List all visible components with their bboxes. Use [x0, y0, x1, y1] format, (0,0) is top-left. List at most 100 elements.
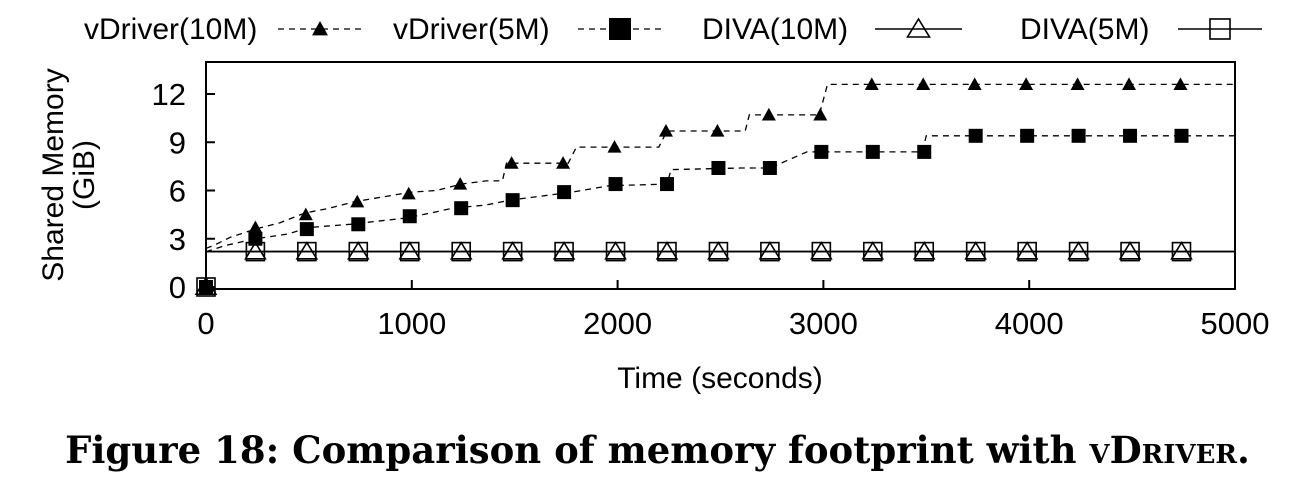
legend-marker-3 — [1209, 18, 1231, 40]
series-1-marker-13 — [865, 144, 880, 159]
series-2-marker-16 — [1015, 241, 1039, 260]
series-2-marker-17 — [1067, 241, 1090, 260]
series-0-marker-17 — [1070, 77, 1085, 90]
series-2-marker-19 — [1170, 241, 1193, 260]
legend-marker-2 — [906, 17, 931, 38]
series-1-marker-5 — [454, 201, 469, 216]
y-axis-title-line2: (GiB) — [68, 140, 101, 210]
figure-caption-system-name: vDriver — [1089, 428, 1238, 472]
y-axis-title-line1: Shared Memory — [37, 68, 70, 281]
legend-marker-1 — [609, 18, 631, 40]
series-1-marker-17 — [1071, 128, 1086, 143]
series-0-marker-7 — [556, 156, 571, 169]
series-3-marker-4 — [399, 241, 420, 262]
series-0-marker-16 — [1019, 77, 1034, 90]
series-1-marker-10 — [711, 160, 726, 175]
series-1-marker-12 — [814, 144, 829, 159]
series-2-marker-7 — [552, 241, 576, 260]
series-0-marker-10 — [710, 123, 725, 137]
series-line-0 — [205, 83, 1235, 250]
series-3-marker-11 — [760, 241, 780, 262]
y-tick-label-2: 6 — [169, 174, 186, 209]
y-tick-label-3: 9 — [169, 125, 186, 160]
series-1-marker-2 — [299, 222, 314, 237]
series-2-marker-8 — [604, 241, 627, 260]
series-2-marker-14 — [912, 241, 936, 260]
x-axis-ticks: 0 1000 2000 3000 4000 5000 — [197, 280, 1269, 341]
series-0-marker-13 — [864, 77, 879, 90]
series-1-marker-6 — [505, 193, 520, 208]
series-line-1 — [205, 135, 1235, 253]
x-tick-label-3: 3000 — [789, 306, 858, 341]
legend-label-2: DIVA(10M) — [702, 13, 848, 46]
series-1-marker-14 — [917, 144, 932, 159]
plot-area-frame — [205, 61, 1236, 290]
series-2-marker-9 — [655, 241, 679, 260]
series-0-marker-3 — [350, 194, 365, 208]
series-markers — [194, 77, 1193, 297]
series-1-marker-7 — [557, 185, 572, 200]
y-tick-label-4: 12 — [152, 77, 186, 112]
series-1-marker-11 — [762, 160, 777, 175]
series-0-marker-11 — [761, 107, 776, 121]
series-3-marker-17 — [1068, 241, 1089, 262]
series-0-marker-1 — [248, 220, 263, 234]
series-3-marker-15 — [965, 241, 986, 262]
series-1-marker-4 — [402, 209, 417, 224]
series-3-marker-5 — [451, 241, 471, 262]
series-1-marker-3 — [351, 217, 366, 232]
series-1-marker-9 — [659, 177, 674, 192]
series-3-marker-16 — [1017, 241, 1037, 262]
y-tick-label-0: 0 — [169, 270, 186, 305]
series-2-marker-12 — [810, 241, 833, 260]
memory-footprint-chart: vDriver(10M) vDriver(5M) DIVA(10M) DIVA(5M)… — [37, 13, 1269, 395]
series-2-marker-4 — [398, 241, 422, 260]
series-1-marker-1 — [248, 231, 263, 246]
series-0-marker-5 — [453, 177, 468, 190]
series-line-2 — [205, 250, 1235, 287]
series-3-marker-2 — [297, 241, 317, 262]
chart-legend: vDriver(10M) vDriver(5M) DIVA(10M) DIVA(5M) — [84, 13, 1262, 46]
series-0-marker-18 — [1122, 77, 1137, 90]
series-2-marker-11 — [758, 241, 782, 260]
figure-caption-label: Figure 18: — [65, 428, 280, 472]
series-1-marker-19 — [1174, 128, 1189, 143]
x-tick-label-2: 2000 — [583, 306, 652, 341]
series-0-marker-9 — [658, 123, 673, 137]
x-tick-label-0: 0 — [197, 306, 214, 341]
series-2-marker-2 — [295, 241, 319, 260]
figure-caption-text: Comparison of memory footprint with — [292, 428, 1077, 472]
series-1-marker-16 — [1020, 128, 1035, 143]
series-1-marker-18 — [1123, 128, 1138, 143]
series-0-marker-8 — [607, 140, 622, 153]
legend-label-1: vDriver(5M) — [393, 13, 550, 46]
series-2-marker-10 — [707, 241, 730, 260]
series-2-marker-5 — [449, 241, 473, 260]
x-axis-title: Time (seconds) — [617, 362, 823, 395]
series-3-marker-12 — [811, 241, 832, 262]
y-axis-title: Shared Memory (GiB) — [37, 68, 101, 281]
series-2-marker-3 — [346, 241, 370, 260]
series-0-marker-19 — [1173, 77, 1188, 90]
x-tick-label-4: 4000 — [995, 306, 1064, 341]
x-tick-label-1: 1000 — [377, 306, 446, 341]
legend-label-0: vDriver(10M) — [84, 13, 257, 46]
series-2-marker-15 — [964, 241, 988, 260]
series-2-marker-1 — [244, 241, 267, 260]
series-3-marker-8 — [605, 241, 626, 262]
series-3-marker-6 — [502, 241, 523, 262]
series-3-marker-7 — [554, 241, 574, 262]
y-tick-label-1: 3 — [169, 222, 186, 257]
series-0-marker-4 — [401, 186, 416, 200]
series-3-marker-3 — [348, 241, 369, 262]
series-3-marker-19 — [1171, 241, 1192, 262]
figure-caption-end: . — [1237, 428, 1250, 472]
series-2-marker-6 — [501, 241, 524, 260]
legend-marker-0 — [312, 21, 328, 36]
series-0-marker-14 — [916, 77, 931, 90]
series-2-marker-13 — [861, 241, 885, 260]
series-line-3 — [205, 250, 1235, 287]
legend-label-3: DIVA(5M) — [1020, 13, 1149, 46]
series-2-marker-18 — [1118, 241, 1142, 260]
series-lines — [205, 83, 1235, 287]
